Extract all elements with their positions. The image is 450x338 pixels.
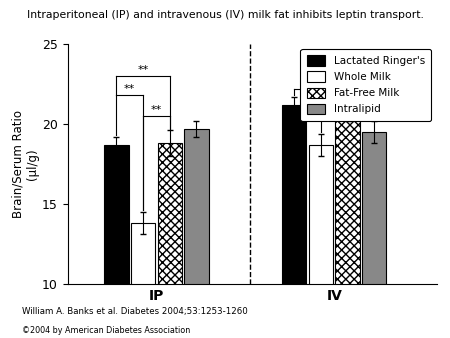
Bar — [282, 105, 306, 284]
Bar — [184, 129, 209, 284]
Y-axis label: Brain/Serum Ratio
(μl/g): Brain/Serum Ratio (μl/g) — [11, 110, 39, 218]
Bar — [309, 145, 333, 284]
Text: **: ** — [137, 65, 148, 75]
Bar — [158, 143, 182, 284]
Legend: Lactated Ringer's, Whole Milk, Fat-Free Milk, Intralipid: Lactated Ringer's, Whole Milk, Fat-Free … — [301, 49, 431, 121]
Text: Intraperitoneal (IP) and intravenous (IV) milk fat inhibits leptin transport.: Intraperitoneal (IP) and intravenous (IV… — [27, 10, 423, 20]
Text: *: * — [305, 78, 310, 88]
Text: **: ** — [124, 84, 135, 94]
Text: ©2004 by American Diabetes Association: ©2004 by American Diabetes Association — [22, 325, 191, 335]
Bar — [131, 223, 155, 284]
Bar — [362, 132, 387, 284]
Bar — [335, 113, 360, 284]
Text: William A. Banks et al. Diabetes 2004;53:1253-1260: William A. Banks et al. Diabetes 2004;53… — [22, 307, 248, 316]
Text: **: ** — [151, 105, 162, 115]
Bar — [104, 145, 129, 284]
